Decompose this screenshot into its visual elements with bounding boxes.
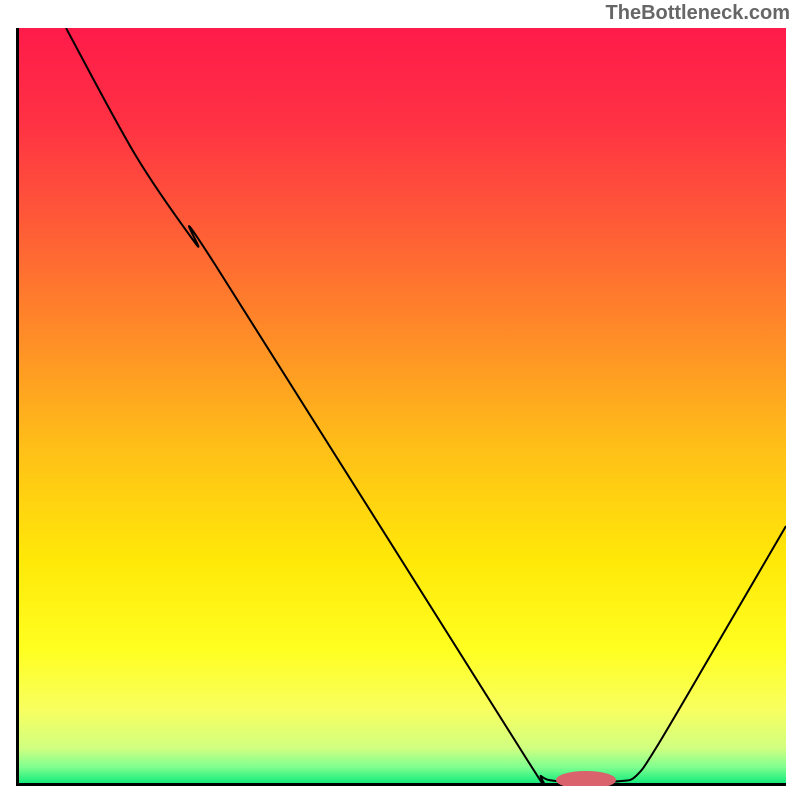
plot-area xyxy=(16,28,786,786)
watermark-text: TheBottleneck.com xyxy=(606,2,790,25)
chart-container: TheBottleneck.com xyxy=(0,0,800,800)
plot-svg xyxy=(16,28,786,786)
plot-background xyxy=(16,28,786,786)
